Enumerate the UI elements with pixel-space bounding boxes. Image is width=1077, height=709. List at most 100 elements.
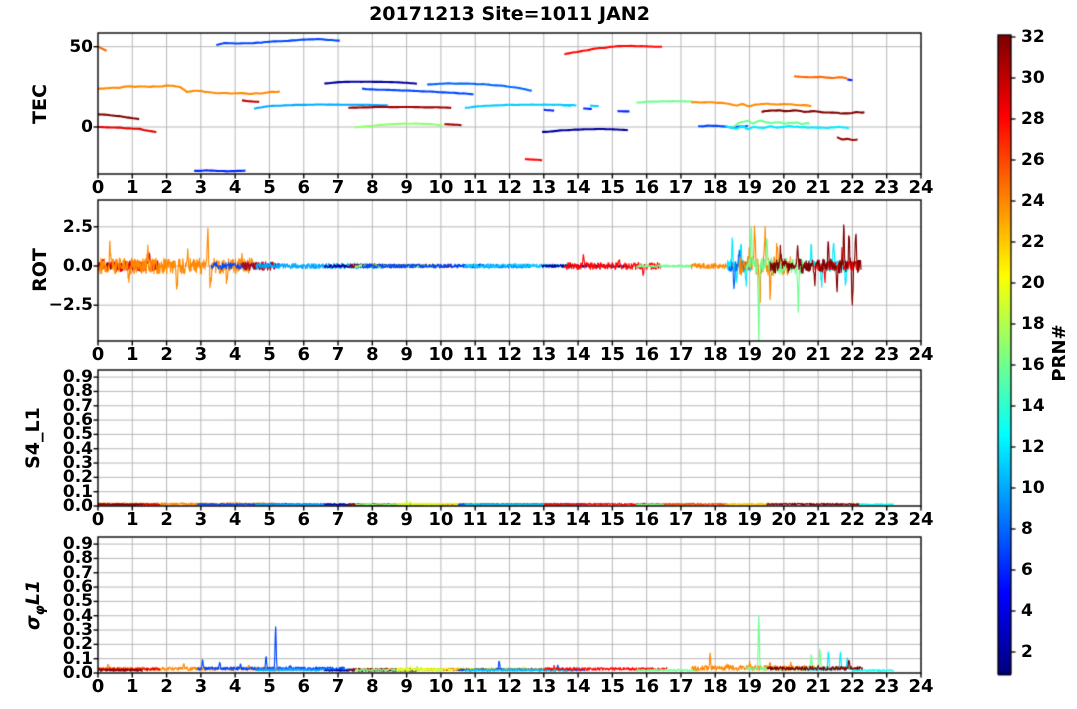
tec-x-tick-7: 7 xyxy=(331,177,345,198)
rot-x-tick-24: 24 xyxy=(908,344,934,365)
colorbar-label: PRN# xyxy=(1048,323,1072,383)
colorbar-tick-26: 26 xyxy=(1021,150,1045,170)
s4-y-tick-0.9: 0.9 xyxy=(62,367,93,388)
s4-x-tick-9: 9 xyxy=(400,509,413,530)
tec-x-tick-12: 12 xyxy=(496,177,523,198)
tec-x-tick-17: 17 xyxy=(668,177,694,198)
rot-x-tick-6: 6 xyxy=(297,344,311,365)
sigma-x-tick-10: 10 xyxy=(428,676,454,697)
tec-x-tick-10: 10 xyxy=(428,177,454,198)
rot-x-tick-17: 17 xyxy=(668,344,694,365)
s4-x-tick-6: 6 xyxy=(297,509,311,530)
s4-x-tick-3: 3 xyxy=(194,509,208,530)
tec-x-tick-11: 11 xyxy=(462,177,488,198)
sigma-x-tick-13: 13 xyxy=(531,676,557,697)
tec-x-tick-14: 14 xyxy=(565,177,591,198)
tec-x-tick-13: 13 xyxy=(531,177,557,198)
s4-x-tick-18: 18 xyxy=(702,509,728,530)
rot-y-tick-0.0: 0.0 xyxy=(62,256,93,276)
sigma-x-tick-1: 1 xyxy=(126,676,139,697)
sigma-x-tick-11: 11 xyxy=(462,676,488,697)
colorbar-tick-22: 22 xyxy=(1021,232,1045,252)
sigma-y-tick-0.5: 0.5 xyxy=(62,591,93,612)
rot-x-tick-22: 22 xyxy=(839,344,865,365)
colorbar-tick-8: 8 xyxy=(1021,519,1033,539)
sigma-y-tick-0.4: 0.4 xyxy=(62,605,93,626)
rot-x-tick-5: 5 xyxy=(263,344,276,365)
sigma-x-tick-18: 18 xyxy=(702,676,728,697)
tec-y-tick-0: 0 xyxy=(81,117,93,137)
colorbar-tick-32: 32 xyxy=(1021,27,1045,47)
s4-x-tick-7: 7 xyxy=(331,509,345,530)
s4-x-tick-8: 8 xyxy=(366,509,379,530)
s4-x-tick-20: 20 xyxy=(771,509,797,530)
sigma-y-tick-0.9: 0.9 xyxy=(62,534,93,555)
sigma-x-tick-14: 14 xyxy=(565,676,591,697)
sigma-x-tick-19: 19 xyxy=(737,676,763,697)
tec-x-tick-19: 19 xyxy=(737,177,763,198)
colorbar-tick-12: 12 xyxy=(1021,437,1045,457)
tec-x-tick-16: 16 xyxy=(634,177,660,198)
tec-x-tick-23: 23 xyxy=(874,177,900,198)
rot-x-tick-23: 23 xyxy=(874,344,900,365)
sigma-x-tick-17: 17 xyxy=(668,676,694,697)
colorbar-tick-16: 16 xyxy=(1021,355,1045,375)
s4-x-tick-17: 17 xyxy=(668,509,694,530)
tec-x-tick-20: 20 xyxy=(771,177,797,198)
sigma-x-tick-24: 24 xyxy=(908,676,934,697)
rot-x-tick-12: 12 xyxy=(496,344,523,365)
rot-x-tick-4: 4 xyxy=(228,344,242,365)
s4-x-tick-1: 1 xyxy=(126,509,139,530)
tec-x-tick-4: 4 xyxy=(228,177,242,198)
s4-x-tick-24: 24 xyxy=(908,509,934,530)
sigma-x-tick-3: 3 xyxy=(194,676,208,697)
tec-x-tick-2: 2 xyxy=(160,177,173,198)
s4-x-tick-4: 4 xyxy=(228,509,242,530)
sigma-x-tick-4: 4 xyxy=(228,676,242,697)
sigma-y-tick-0.2: 0.2 xyxy=(62,634,93,655)
s4-y-tick-0.2: 0.2 xyxy=(62,467,93,488)
sigma-x-tick-16: 16 xyxy=(634,676,660,697)
sigma-x-tick-0: 0 xyxy=(91,676,105,697)
s4-x-tick-11: 11 xyxy=(462,509,488,530)
rot-x-tick-11: 11 xyxy=(462,344,488,365)
colorbar-tick-10: 10 xyxy=(1021,478,1045,498)
tec-x-tick-0: 0 xyxy=(91,177,105,198)
s4-x-tick-23: 23 xyxy=(874,509,900,530)
sigma-x-tick-2: 2 xyxy=(160,676,173,697)
sigma-x-tick-12: 12 xyxy=(496,676,523,697)
rot-x-tick-16: 16 xyxy=(634,344,660,365)
colorbar-tick-6: 6 xyxy=(1021,560,1033,580)
rot-y-tick-2.5: 2.5 xyxy=(62,216,93,237)
s4-y-tick-0.3: 0.3 xyxy=(62,453,93,474)
s4-y-tick-0.4: 0.4 xyxy=(62,438,93,459)
sigma-x-tick-23: 23 xyxy=(874,676,900,697)
sigma-y-tick-0.3: 0.3 xyxy=(62,620,93,641)
sigma-y-tick-0.0: 0.0 xyxy=(62,663,93,683)
sigma-x-tick-7: 7 xyxy=(331,676,345,697)
sigma-x-tick-9: 9 xyxy=(400,676,413,697)
s4-x-tick-22: 22 xyxy=(839,509,865,530)
rot-x-tick-10: 10 xyxy=(428,344,454,365)
s4-x-tick-0: 0 xyxy=(91,509,105,530)
s4-y-tick-0.7: 0.7 xyxy=(62,395,93,416)
colorbar-tick-18: 18 xyxy=(1021,314,1045,334)
rot-y-tick-−2.5: −2.5 xyxy=(48,295,93,316)
rot-x-tick-3: 3 xyxy=(194,344,208,365)
tec-x-tick-18: 18 xyxy=(702,177,728,198)
sigma-x-tick-15: 15 xyxy=(599,676,625,697)
s4-y-tick-0.8: 0.8 xyxy=(62,381,93,402)
rot-x-tick-0: 0 xyxy=(91,344,105,365)
rot-x-tick-20: 20 xyxy=(771,344,797,365)
rot-x-tick-15: 15 xyxy=(599,344,625,365)
sigma-x-tick-22: 22 xyxy=(839,676,865,697)
s4-x-tick-12: 12 xyxy=(496,509,523,530)
s4-y-tick-0.0: 0.0 xyxy=(62,496,93,516)
tec-x-tick-6: 6 xyxy=(297,177,311,198)
s4-x-tick-15: 15 xyxy=(599,509,625,530)
s4-x-tick-10: 10 xyxy=(428,509,454,530)
s4-x-tick-5: 5 xyxy=(263,509,276,530)
rot-x-tick-13: 13 xyxy=(531,344,557,365)
colorbar-tick-20: 20 xyxy=(1021,273,1045,293)
